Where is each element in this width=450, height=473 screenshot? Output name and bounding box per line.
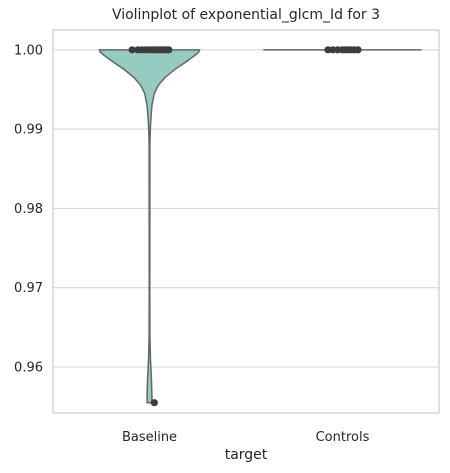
y-tick-label: 0.97	[14, 281, 43, 296]
plot-frame	[52, 29, 440, 414]
data-point	[165, 46, 173, 54]
grid-lines	[53, 49, 439, 368]
y-tick-label: 1.00	[14, 43, 43, 58]
chart-title: Violinplot of exponential_glcm_Id for 3	[112, 7, 380, 23]
data-points	[128, 46, 362, 407]
data-point	[150, 399, 158, 407]
violin-baseline	[98, 49, 201, 404]
y-tick-label: 0.99	[14, 123, 43, 138]
x-axis-label: target	[225, 447, 268, 463]
x-tick-labels: Baseline Controls	[122, 430, 370, 445]
x-tick-label: Baseline	[122, 430, 177, 445]
data-point	[354, 46, 362, 54]
violins	[98, 49, 422, 404]
y-tick-label: 0.98	[14, 202, 43, 217]
x-tick-label: Controls	[316, 430, 370, 445]
y-tick-label: 0.96	[14, 361, 43, 376]
data-point	[128, 46, 136, 54]
y-tick-labels: 0.96 0.97 0.98 0.99 1.00	[14, 43, 43, 375]
